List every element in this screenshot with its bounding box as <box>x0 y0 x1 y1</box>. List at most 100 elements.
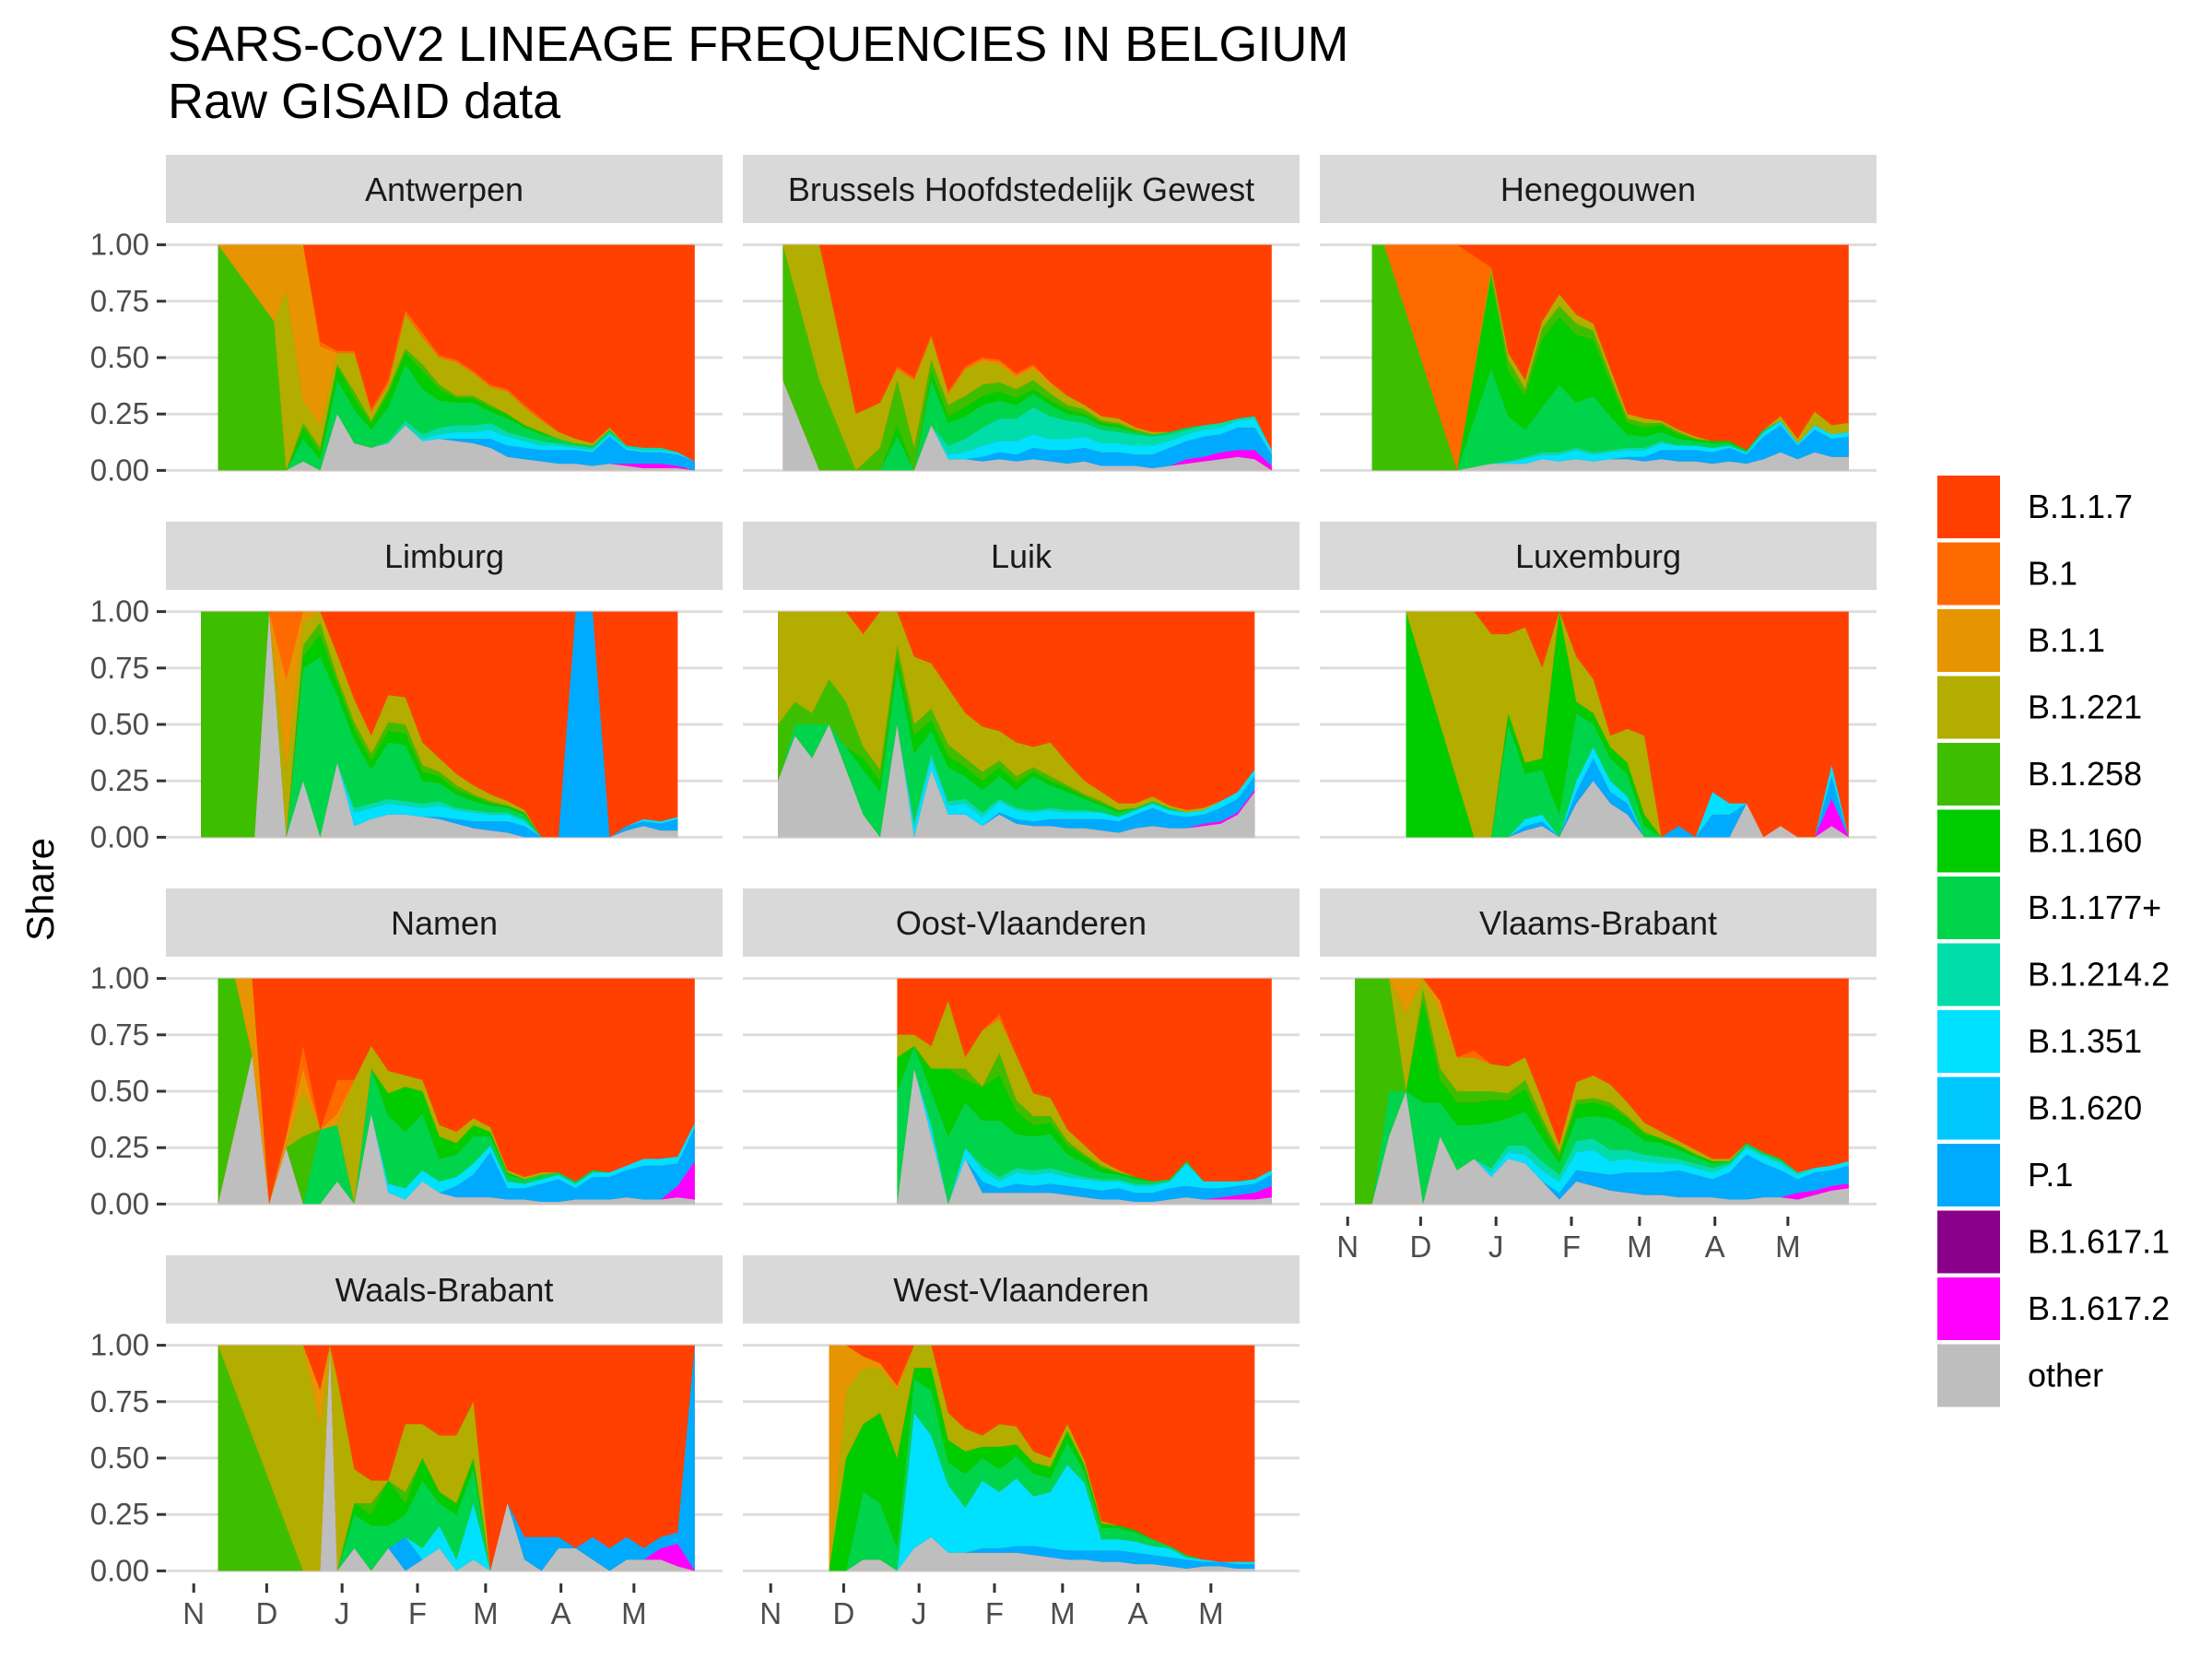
facet-label: Waals-Brabant <box>335 1271 554 1309</box>
area-p-1 <box>1406 758 1849 838</box>
area-b-1-351 <box>778 724 1255 838</box>
area-b-1-1 <box>1355 978 1849 1173</box>
x-tick-label: F <box>985 1596 1004 1630</box>
x-tick-label: A <box>551 1596 571 1630</box>
area-b-1-258 <box>218 1345 695 1571</box>
area-other <box>1355 1091 1849 1205</box>
legend-label: B.1.1 <box>2028 621 2105 659</box>
y-tick-label: 0.75 <box>90 1018 149 1052</box>
facet-label: Brussels Hoofdstedelijk Gewest <box>788 171 1254 208</box>
x-tick-label: M <box>1627 1230 1653 1264</box>
y-tick-label: 0.00 <box>90 819 149 853</box>
facet-label: West-Vlaanderen <box>893 1271 1149 1309</box>
y-tick-label: 0.25 <box>90 396 149 430</box>
area-b-1-221 <box>897 1001 1272 1182</box>
area-b-1-221 <box>218 1345 695 1571</box>
area-p-1 <box>218 414 695 471</box>
y-tick-label: 1.00 <box>90 1328 149 1362</box>
panel-limburg: Limburg 0.00 0.25 0.50 0.75 1.00 <box>90 522 723 853</box>
legend-label: B.1.214.2 <box>2028 956 2170 994</box>
facet-strip <box>1320 888 1877 957</box>
area-b-1-177 <box>218 1345 695 1571</box>
area-b-1-351 <box>782 380 1272 471</box>
legend-item: B.1 <box>1937 542 2077 606</box>
area-other <box>1371 452 1849 471</box>
legend-key <box>1937 877 2000 939</box>
area-b-1-258 <box>897 1046 1272 1182</box>
legend-item: B.1.1.7 <box>1937 476 2133 538</box>
legend: B.1.1.7 B.1 B.1.1 B.1.221 B.1.258 B.1.160 B.1.… <box>1937 476 2170 1407</box>
y-axis-title: Share <box>18 838 62 941</box>
legend-item: B.1.351 <box>1937 1010 2142 1073</box>
legend-key <box>1937 1144 2000 1206</box>
y-tick-label: 0.75 <box>90 651 149 685</box>
y-tick-label: 1.00 <box>90 228 149 262</box>
panel-namen: Namen 0.00 0.25 0.50 0.75 1.00 <box>90 888 723 1220</box>
legend-item: B.1.620 <box>1937 1077 2142 1140</box>
area-b-1-221 <box>778 611 1255 813</box>
facet-strip <box>1320 522 1877 590</box>
legend-item: other <box>1937 1344 2103 1407</box>
facet-label: Limburg <box>384 537 504 575</box>
legend-label: B.1.351 <box>2028 1022 2142 1060</box>
x-tick-label: M <box>1775 1230 1801 1264</box>
area-other <box>782 380 1272 471</box>
area-b-1-258 <box>1371 244 1849 471</box>
x-tick-label: N <box>182 1596 205 1630</box>
y-tick-label: 0.50 <box>90 707 149 741</box>
legend-item: B.1.160 <box>1937 809 2142 873</box>
x-tick-label: J <box>335 1596 350 1630</box>
panel-oost-vlaanderen: Oost-Vlaanderen <box>743 888 1300 1206</box>
legend-item: B.1.258 <box>1937 743 2142 806</box>
legend-key <box>1937 1077 2000 1140</box>
legend-label: P.1 <box>2028 1156 2073 1194</box>
legend-key <box>1937 542 2000 606</box>
area-b-1 <box>1371 244 1849 471</box>
legend-item: B.1.617.1 <box>1937 1210 2170 1274</box>
area-p-1 <box>1355 1091 1849 1205</box>
area-b-1-351 <box>829 1413 1255 1571</box>
area-b-1-160 <box>1371 278 1849 471</box>
legend-item: B.1.214.2 <box>1937 943 2170 1006</box>
legend-key <box>1937 1010 2000 1073</box>
panel-antwerpen: Antwerpen 0.00 0.25 0.50 0.75 1.00 <box>90 155 723 487</box>
area-b-1-177 <box>1355 1091 1849 1205</box>
facet-label: Antwerpen <box>365 171 524 208</box>
y-tick-label: 0.50 <box>90 340 149 374</box>
area-p-1 <box>218 1345 695 1571</box>
area-b-1-351 <box>1371 420 1849 471</box>
area-b-1-177 <box>778 667 1255 838</box>
x-tick-label: M <box>473 1596 499 1630</box>
area-b-1-177 <box>201 611 678 838</box>
legend-item: B.1.1 <box>1937 609 2105 672</box>
chart-subtitle: Raw GISAID data <box>168 74 561 129</box>
area-b-1-177 <box>218 364 695 471</box>
area-p-1 <box>201 611 678 838</box>
area-other <box>1406 781 1849 838</box>
y-tick-label: 0.75 <box>90 1384 149 1418</box>
x-tick-label: M <box>621 1596 647 1630</box>
area-b-1-258 <box>1355 978 1849 1205</box>
x-tick-label: D <box>255 1596 277 1630</box>
area-b-1-214-2 <box>897 1068 1272 1205</box>
area-p-1 <box>782 380 1272 471</box>
legend-key <box>1937 1277 2000 1340</box>
area-other <box>778 724 1255 838</box>
panel-henegouwen: Henegouwen <box>1320 155 1877 472</box>
area-b-1-1 <box>829 1345 1255 1571</box>
legend-label: B.1.1.7 <box>2028 488 2133 525</box>
facet-label: Henegouwen <box>1500 171 1696 208</box>
chart-title: SARS-CoV2 LINEAGE FREQUENCIES IN BELGIUM <box>168 17 1348 72</box>
x-tick-label: M <box>1198 1596 1224 1630</box>
area-b-1-214-2 <box>782 380 1272 471</box>
legend-label: B.1 <box>2028 555 2077 593</box>
legend-key <box>1937 609 2000 672</box>
legend-label: B.1.258 <box>2028 755 2142 793</box>
facet-label: Namen <box>391 904 498 942</box>
panel-luik: Luik <box>743 522 1300 839</box>
facet-label: Vlaams-Brabant <box>1479 904 1717 942</box>
panel-luxemburg: Luxemburg <box>1320 522 1877 839</box>
area-b-1-177 <box>1371 369 1849 471</box>
area-b-1-177 <box>218 1054 695 1205</box>
